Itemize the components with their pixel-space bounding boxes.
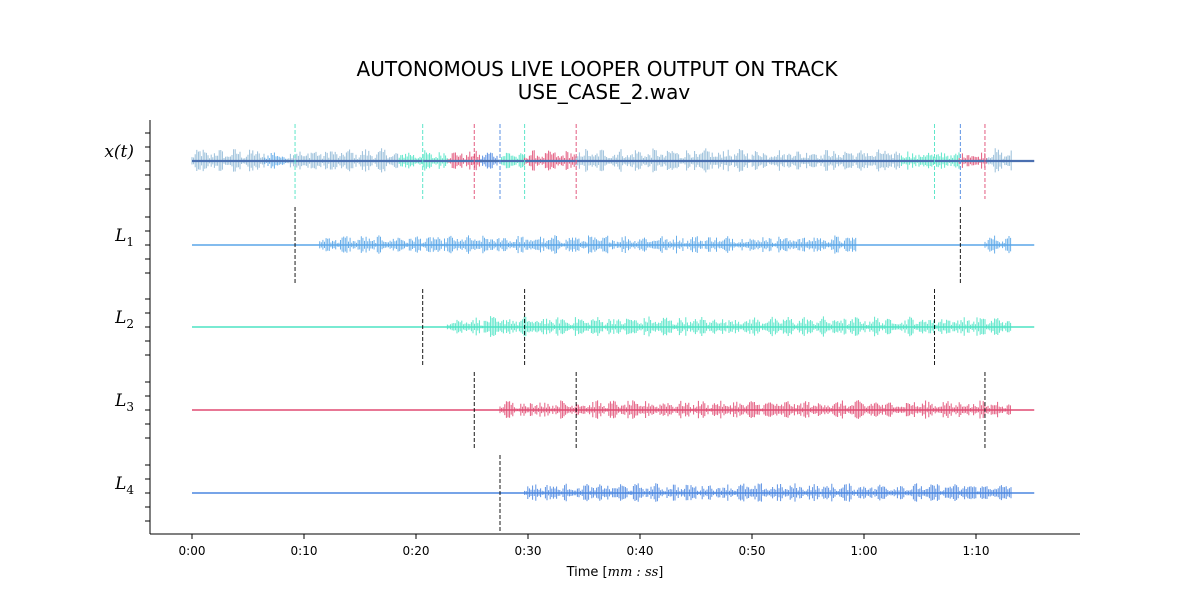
- x-axis-label: Time [mm : ss]: [566, 565, 664, 580]
- track-L4-wave-0: [524, 483, 1012, 502]
- x-tick-label-5: 0:50: [739, 544, 766, 558]
- track-label-L2: L2: [114, 308, 134, 331]
- x-tick-label-1: 0:10: [291, 544, 318, 558]
- track-L2: [192, 289, 1035, 365]
- chart-title-line-1: AUTONOMOUS LIVE LOOPER OUTPUT ON TRACK: [357, 57, 839, 81]
- track-label-L1: L1: [114, 226, 134, 249]
- x-tick-label-4: 0:40: [627, 544, 654, 558]
- x-tick-label-7: 1:10: [963, 544, 990, 558]
- x-tick-label-2: 0:20: [403, 544, 430, 558]
- track-label-L3: L3: [114, 391, 134, 414]
- track-L1-wave-1: [984, 235, 1012, 254]
- track-L1-wave-0: [319, 235, 857, 254]
- x-tick-label-3: 0:30: [515, 544, 542, 558]
- track-input: [191, 124, 1035, 199]
- x-tick-label-0: 0:00: [179, 544, 206, 558]
- track-label-input: x(t): [104, 142, 134, 162]
- track-L1: [192, 207, 1035, 283]
- track-label-L4: L4: [114, 474, 134, 497]
- track-L2-wave-0: [446, 316, 1012, 337]
- y-axis-ticks: [145, 132, 150, 522]
- track-labels: x(t) L1 L2 L3 L4: [104, 142, 134, 497]
- track-L3: [192, 372, 1035, 448]
- plot-area: [191, 124, 1035, 531]
- track-L4: [192, 455, 1035, 531]
- x-axis-ticks: 0:00 0:10 0:20 0:30 0:40 0:50 1:00 1:10: [179, 534, 990, 558]
- track-L3-wave-0: [499, 400, 1011, 419]
- x-tick-label-6: 1:00: [851, 544, 878, 558]
- chart-title-line-2: USE_CASE_2.wav: [518, 80, 691, 104]
